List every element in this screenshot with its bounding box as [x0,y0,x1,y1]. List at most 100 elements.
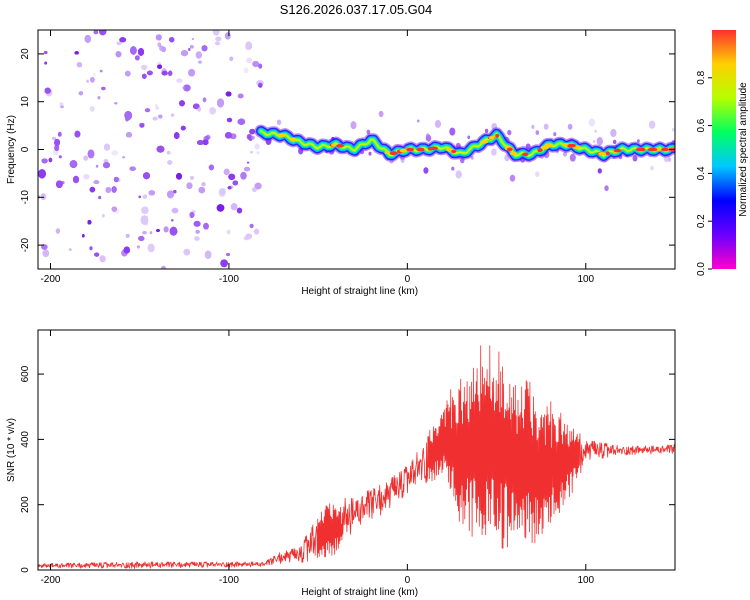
noise-blob [191,38,195,40]
ridge-hotspot [488,136,495,140]
noise-blob [99,30,107,36]
noise-blob [161,265,166,269]
noise-blob [203,222,209,230]
noise-blob [44,87,51,94]
noise-blob [44,87,51,94]
noise-blob [167,190,174,199]
noise-blob [161,46,166,52]
noise-blob [40,193,47,201]
noise-blob [248,135,253,141]
ridge-halo-blob [425,134,432,142]
noise-blob [252,187,257,192]
noise-blob [99,30,107,36]
noise-blob [140,215,149,225]
noise-blob [176,78,183,83]
noise-blob [82,234,85,238]
noise-blob [251,136,255,140]
ridge-halo-blob [535,130,539,135]
noise-blob [225,132,232,139]
noise-blob [254,228,259,235]
noise-blob [188,69,196,77]
noise-blob [250,151,253,154]
ridge-hotspot [544,143,554,148]
noise-blob [251,136,255,140]
noise-blob [99,30,107,36]
noise-blob [161,265,166,269]
noise-blob [212,30,220,36]
noise-blob [89,106,95,112]
colorbar-tick-label: 0.2 [696,214,707,228]
noise-blob [152,116,158,121]
ridge-halo-blob [491,148,497,156]
noise-blob [161,265,166,269]
noise-blob [190,176,194,180]
noise-blob [83,174,90,180]
noise-blob [148,190,155,196]
noise-blob [111,150,119,156]
ridge-halo-blob [588,118,595,127]
noise-blob [226,253,231,256]
noise-blob [188,48,191,51]
ridge-halo-blob [423,167,429,174]
ridge-hotspot [389,151,397,156]
snr-xtick-label: 100 [577,575,594,586]
noise-blob [119,37,127,43]
noise-blob [48,157,53,163]
noise-blob [212,30,220,36]
noise-blob [248,135,253,141]
ridge-halo-blob [543,123,549,130]
noise-blob [197,140,204,146]
spectrogram-xtick-label: 100 [577,274,594,285]
ridge-halo-blob [671,128,675,132]
noise-blob [161,265,166,269]
noise-blob [226,253,231,256]
noise-blob [226,117,233,123]
noise-blob [250,151,253,154]
spectrogram-plot-area [38,30,675,269]
noise-blob [43,50,48,55]
noise-blob [68,248,72,251]
noise-blob [195,51,202,59]
noise-blob [130,46,137,55]
ridge-halo-blob [509,174,516,182]
noise-blob [161,265,166,269]
noise-blob [105,187,112,193]
noise-blob [258,82,263,88]
noise-blob [250,151,253,154]
spectrogram-xtick-label: -100 [219,274,239,285]
ridge-halo-blob [484,128,489,134]
ridge-halo-blob [604,185,609,192]
noise-blob [155,106,159,110]
noise-blob [237,118,245,125]
noise-blob [99,30,107,36]
noise-blob [111,186,117,193]
ridge-halo-blob [553,132,557,137]
noise-blob [208,164,214,171]
noise-blob [54,144,60,152]
colorbar-tick-label: 0.6 [696,118,707,132]
ridge-halo-blob [491,148,497,156]
ridge-hotspot [661,147,669,152]
colorbar: 0.0 0.2 0.4 0.6 0.8 Normalized spectral ampli… [696,30,749,276]
noise-blob [116,41,122,46]
noise-blob [228,173,236,180]
noise-blob [130,46,137,55]
noise-blob [248,135,253,141]
noise-blob [229,56,234,62]
noise-blob [93,73,96,76]
snr-ytick-label: 600 [20,365,31,382]
ridge-hotspot [509,151,518,156]
noise-blob [169,226,178,236]
noise-blob [201,182,206,187]
noise-blob [251,136,255,140]
noise-blob [254,143,260,150]
noise-blob [226,117,233,123]
ridge-halo-blob [604,185,609,192]
ridge-halo-blob [569,153,576,162]
ridge-halo-blob [378,110,384,118]
ridge-halo-blob [597,168,602,174]
noise-blob [167,160,173,165]
noise-blob [236,207,243,214]
noise-blob [161,265,166,269]
noise-blob [226,117,233,123]
